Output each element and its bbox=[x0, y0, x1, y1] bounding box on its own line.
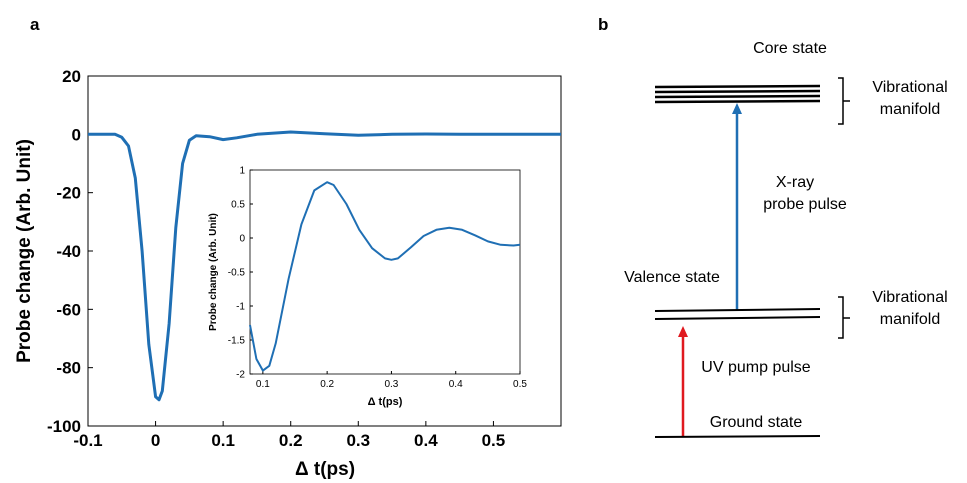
uv-arrow-head bbox=[678, 326, 688, 337]
inset-y-tick-label: 1 bbox=[239, 166, 245, 177]
top-manifold-bracket bbox=[838, 77, 850, 125]
core-level-3 bbox=[654, 94, 821, 99]
inset-series-line bbox=[249, 181, 521, 372]
main-y-axis-label: Probe change (Arb. Unit) bbox=[14, 139, 35, 363]
uv-pump-arrow bbox=[678, 326, 688, 436]
inset-x-tick-label: 0.5 bbox=[513, 379, 527, 390]
valence-level-2 bbox=[654, 316, 821, 320]
main-y-ticks: -100 -80 -60 -40 -20 0 20 bbox=[47, 67, 93, 436]
inset-plot-frame bbox=[249, 169, 521, 375]
main-x-tick-label: 0.5 bbox=[482, 431, 506, 450]
core-manifold-levels bbox=[654, 84, 821, 104]
xray-arrow bbox=[732, 103, 742, 310]
inset-y-tick-label: 0.5 bbox=[231, 200, 245, 211]
inset-x-ticks: 0.1 0.2 0.3 0.4 0.5 bbox=[256, 371, 527, 390]
uv-pump-label: UV pump pulse bbox=[701, 359, 810, 376]
main-x-axis-label: Δ t(ps) bbox=[295, 459, 355, 480]
main-chart: -0.1 0 0.1 0.2 0.3 0.4 0.5 -100-80-60-40-20020… bbox=[14, 67, 562, 480]
main-x-tick-label: 0.4 bbox=[414, 431, 438, 450]
main-y-tick-label: -60 bbox=[56, 300, 81, 319]
main-x-tick-label: 0.1 bbox=[211, 431, 235, 450]
inset-y-tick-label: -2 bbox=[236, 370, 245, 381]
main-y-tick-label: 0 bbox=[72, 125, 81, 144]
bottom-manifold-label-line1: Vibrational bbox=[872, 289, 947, 306]
main-x-tick-label: 0 bbox=[151, 431, 160, 450]
main-x-tick-label: -0.1 bbox=[73, 431, 102, 450]
top-manifold-label-line2: manifold bbox=[880, 101, 940, 118]
bottom-manifold-bracket bbox=[838, 296, 850, 339]
main-x-ticks: -0.1 0 0.1 0.2 0.3 0.4 0.5 bbox=[73, 421, 505, 450]
main-y-tick-label: -40 bbox=[56, 242, 81, 261]
inset-y-tick-label: 0 bbox=[239, 234, 245, 245]
inset-y-ticks: -2 -1.5 -1 -0.5 0 0.5 1 bbox=[228, 166, 253, 381]
inset-x-tick-label: 0.1 bbox=[256, 379, 270, 390]
xray-arrow-head bbox=[732, 103, 742, 114]
inset-y-tick-label: -1 bbox=[236, 302, 245, 313]
main-y-tick-label: -20 bbox=[56, 184, 81, 203]
xray-label-line2: probe pulse bbox=[763, 196, 847, 213]
core-level-4 bbox=[654, 99, 821, 104]
main-x-tick-label: 0.2 bbox=[279, 431, 303, 450]
inset-x-tick-label: 0.3 bbox=[384, 379, 398, 390]
main-y-tick-label: -80 bbox=[56, 359, 81, 378]
ground-level bbox=[654, 435, 821, 438]
ground-state-label: Ground state bbox=[710, 414, 803, 431]
core-level-2 bbox=[654, 89, 821, 94]
xray-label-line1: X-ray bbox=[776, 174, 814, 191]
energy-level-diagram: b Core state Vibrational manifold X-ray … bbox=[598, 15, 948, 438]
main-y-tick-label: -100 bbox=[47, 417, 81, 436]
valence-level-1 bbox=[654, 308, 821, 312]
bottom-manifold-label-line2: manifold bbox=[880, 311, 940, 328]
core-state-label: Core state bbox=[753, 40, 827, 57]
inset-x-tick-label: 0.4 bbox=[449, 379, 463, 390]
main-y-tick-label: 20 bbox=[62, 67, 81, 86]
inset-chart: 0.1 0.2 0.3 0.4 0.5 -2 -1.5 -1 -0.5 0 0.5 1 Δ t(ps… bbox=[208, 166, 527, 409]
panel-a-label: a bbox=[30, 15, 40, 34]
inset-y-tick-label: -0.5 bbox=[228, 268, 246, 279]
inset-y-axis-label: Probe change (Arb. Unit) bbox=[208, 213, 219, 331]
main-series-line bbox=[88, 130, 561, 402]
valence-state-label: Valence state bbox=[624, 269, 720, 286]
panel-b-label: b bbox=[598, 15, 608, 34]
core-level-1 bbox=[654, 84, 821, 89]
inset-x-tick-label: 0.2 bbox=[320, 379, 334, 390]
inset-x-axis-label: Δ t(ps) bbox=[368, 396, 403, 408]
top-manifold-label-line1: Vibrational bbox=[872, 79, 947, 96]
inset-y-tick-label: -1.5 bbox=[228, 336, 246, 347]
valence-manifold-levels bbox=[654, 308, 821, 320]
main-x-tick-label: 0.3 bbox=[346, 431, 370, 450]
